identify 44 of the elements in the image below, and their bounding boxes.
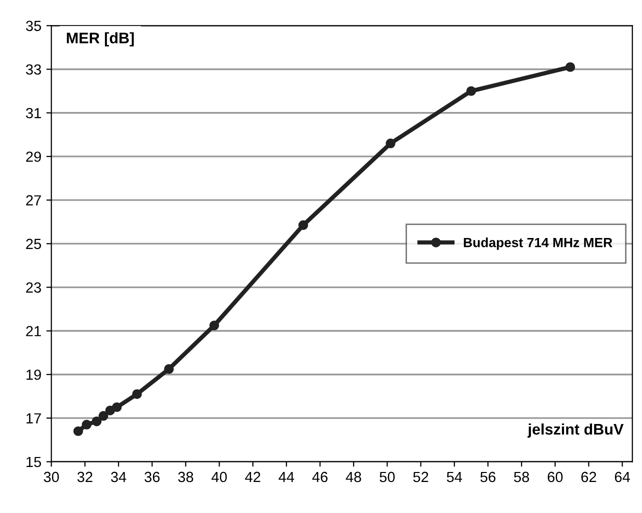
x-tick-label: 42 — [245, 472, 260, 482]
point — [132, 389, 142, 399]
x-tick-label: 46 — [312, 472, 328, 482]
x-tick-label: 48 — [346, 472, 362, 482]
point — [82, 420, 92, 430]
point — [98, 411, 108, 421]
x-tick-label: 54 — [446, 472, 462, 482]
x-tick-label: 32 — [77, 472, 92, 482]
x-tick-label: 56 — [480, 472, 496, 482]
x-axis-title: jelszint dBuV — [528, 423, 624, 438]
point — [92, 416, 102, 426]
x-tick-label: 64 — [614, 472, 630, 482]
point — [298, 220, 308, 230]
point — [466, 86, 476, 96]
x-tick-label: 50 — [380, 472, 395, 482]
y-tick-label: 23 — [26, 282, 41, 293]
x-tick-label: 38 — [178, 472, 194, 482]
y-tick-label: 17 — [26, 413, 41, 424]
x-tick-label: 40 — [212, 472, 227, 482]
point — [565, 62, 576, 72]
point — [209, 320, 220, 330]
x-tick-label: 62 — [581, 472, 596, 482]
y-tick-label: 25 — [26, 238, 42, 250]
y-tick-label: 29 — [26, 152, 41, 162]
y-tick-label: 15 — [26, 456, 42, 468]
x-tick-label: 58 — [514, 472, 530, 482]
y-tick-label: 35 — [26, 20, 42, 32]
y-axis-title: MER [dB] — [66, 32, 134, 46]
y-tick-label: 19 — [26, 370, 41, 380]
y-tick-label: 33 — [26, 64, 41, 75]
x-tick-label: 52 — [413, 472, 428, 482]
x-tick-label: 44 — [278, 472, 294, 482]
x-tick-label: 30 — [44, 472, 59, 482]
x-tick-label: 34 — [110, 472, 126, 482]
y-tick-label: 27 — [26, 195, 41, 206]
x-tick-label: 60 — [548, 472, 563, 482]
y-tick-label: 21 — [26, 326, 41, 336]
point — [112, 402, 122, 412]
y-tick-label: 31 — [26, 108, 41, 118]
point — [386, 138, 396, 148]
point — [73, 426, 84, 436]
x-tick-label: 36 — [144, 472, 160, 482]
legend-label: Budapest 714 MHz MER — [464, 238, 612, 250]
point — [164, 364, 174, 374]
